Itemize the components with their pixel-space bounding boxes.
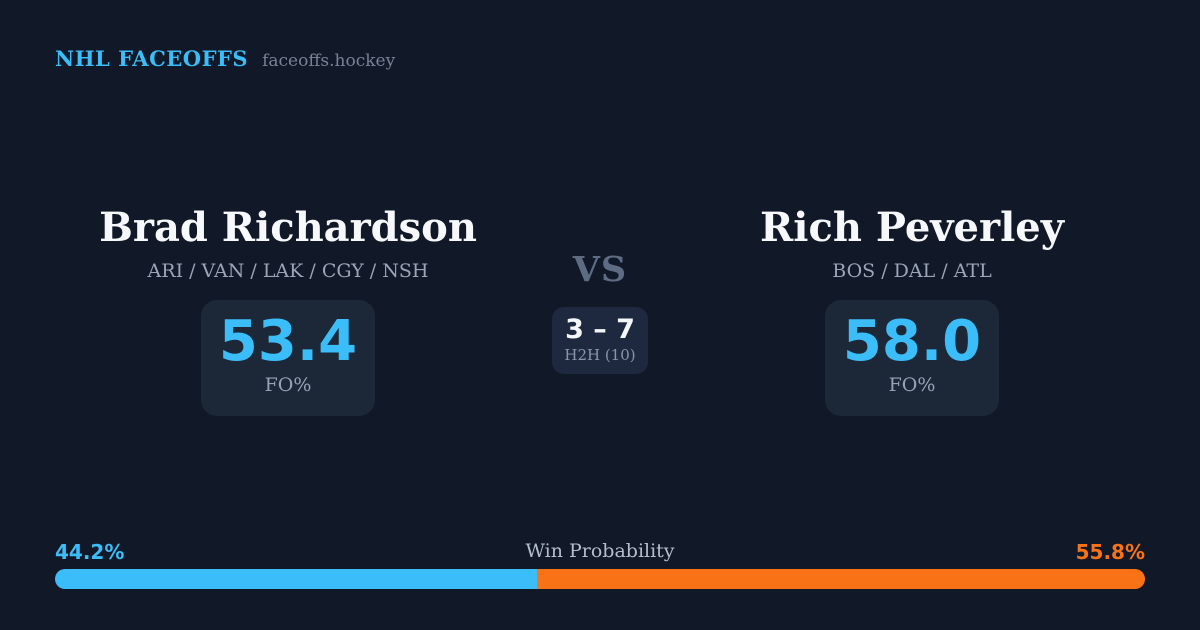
fo-pct-value-left: 53.4 xyxy=(218,308,358,374)
header: NHL FACEOFFS faceoffs.hockey xyxy=(55,46,395,71)
vs-label: VS xyxy=(572,249,628,290)
win-prob-segment-right xyxy=(536,569,1145,589)
stat-box-right: 58.0 FO% xyxy=(825,299,999,416)
player-teams-left: ARI / VAN / LAK / CGY / NSH xyxy=(147,260,429,282)
h2h-score: 3 – 7 xyxy=(565,314,635,345)
player-name-right: Rich Peverley xyxy=(760,204,1064,251)
win-prob-left-pct: 44.2% xyxy=(55,540,125,564)
player-column-right: Rich Peverley BOS / DAL / ATL 58.0 FO% xyxy=(682,204,1142,416)
site-domain: faceoffs.hockey xyxy=(262,51,396,71)
win-prob-segment-left xyxy=(55,569,537,589)
win-prob-title: Win Probability xyxy=(525,540,675,562)
h2h-label: H2H (10) xyxy=(564,345,636,364)
h2h-box: 3 – 7 H2H (10) xyxy=(552,307,648,374)
fo-pct-value-right: 58.0 xyxy=(842,308,982,374)
player-teams-right: BOS / DAL / ATL xyxy=(832,260,992,282)
win-prob-right-pct: 55.8% xyxy=(1075,540,1145,564)
fo-pct-label-left: FO% xyxy=(264,374,312,397)
fo-pct-label-right: FO% xyxy=(888,374,936,397)
player-name-left: Brad Richardson xyxy=(99,204,477,251)
win-probability-bar xyxy=(55,569,1145,589)
stat-box-left: 53.4 FO% xyxy=(201,299,375,416)
brand-title: NHL FACEOFFS xyxy=(55,46,249,71)
player-column-left: Brad Richardson ARI / VAN / LAK / CGY / … xyxy=(58,204,518,416)
